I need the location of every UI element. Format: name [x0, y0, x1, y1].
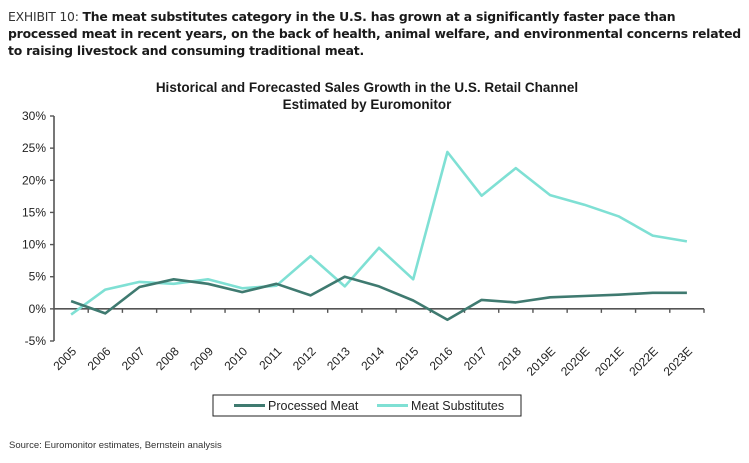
- y-tick-labels: 30% 25% 20% 15% 10% 5% 0% -5%: [22, 109, 46, 348]
- x-tick-label: 2012: [290, 344, 319, 373]
- x-tick-label: 2015: [393, 344, 422, 373]
- exhibit-caption: EXHIBIT 10: The meat substitutes categor…: [8, 8, 743, 59]
- x-tick-label: 2011: [256, 344, 284, 372]
- series-line-meat-substitutes: [70, 150, 688, 316]
- x-tick-label: 2018: [495, 344, 524, 373]
- y-tick-label: 15%: [22, 205, 46, 219]
- x-tick-label: 2006: [85, 344, 114, 373]
- series-line-processed-meat: [70, 275, 687, 322]
- y-tick-label: 10%: [22, 238, 46, 252]
- x-tick-label: 2019E: [524, 344, 558, 378]
- axes: [50, 115, 705, 342]
- legend-label-meat-substitutes: Meat Substitutes: [411, 399, 504, 413]
- exhibit-text: The meat substitutes category in the U.S…: [8, 9, 741, 58]
- source-note: Source: Euromonitor estimates, Bernstein…: [9, 440, 222, 451]
- x-tick-labels: 2005 2006 2007 2008 2009 2010 2011 2012 2013 2014…: [50, 344, 695, 379]
- y-tick-label: 20%: [22, 173, 46, 187]
- chart-subtitle: Estimated by Euromonitor: [283, 97, 453, 112]
- x-tick-label: 2022E: [626, 344, 660, 378]
- legend: Processed Meat Meat Substitutes: [212, 394, 522, 417]
- legend-box: [212, 394, 522, 417]
- x-tick-label: 2020E: [558, 344, 592, 378]
- x-tick-label: 2007: [119, 344, 148, 373]
- legend-label-processed-meat: Processed Meat: [268, 399, 359, 413]
- x-tick-label: 2005: [50, 344, 79, 373]
- x-tick-label: 2016: [427, 344, 456, 373]
- series-group: [70, 150, 688, 322]
- x-tick-label: 2021E: [592, 344, 626, 378]
- chart-title: Historical and Forecasted Sales Growth i…: [156, 80, 578, 95]
- x-tick-label: 2013: [324, 344, 353, 373]
- x-tick-label: 2009: [187, 344, 216, 373]
- x-tick-label: 2010: [221, 344, 250, 373]
- y-tick-label: 0%: [29, 302, 47, 316]
- x-tick-label: 2014: [358, 344, 387, 373]
- y-tick-label: 25%: [22, 141, 46, 155]
- x-tick-label: 2023E: [661, 344, 695, 378]
- y-tick-label: 30%: [22, 109, 46, 123]
- x-tick-label: 2008: [153, 344, 182, 373]
- x-tick-label: 2017: [461, 344, 490, 373]
- exhibit-label: EXHIBIT 10:: [8, 9, 79, 24]
- y-tick-label: 5%: [29, 270, 47, 284]
- y-tick-label: -5%: [25, 334, 47, 348]
